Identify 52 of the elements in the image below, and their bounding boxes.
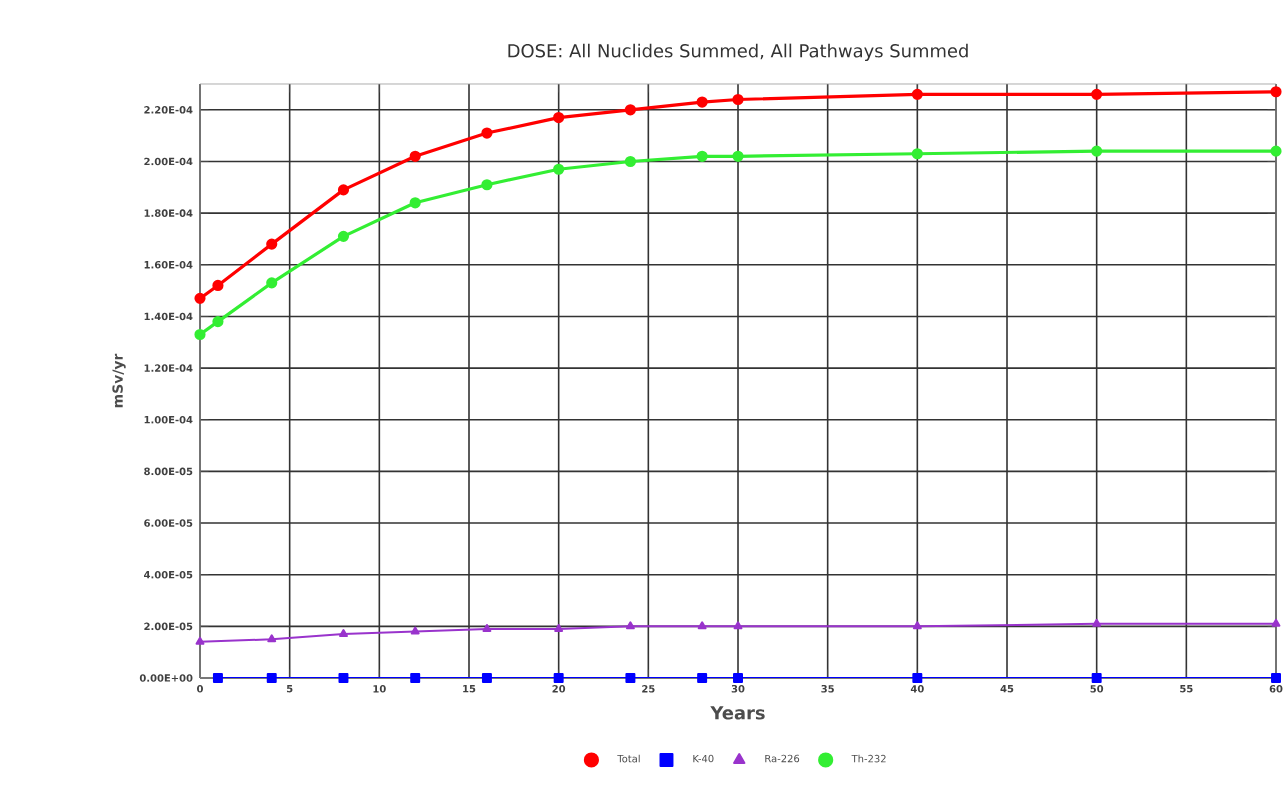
point: [733, 621, 743, 630]
point: [1270, 145, 1282, 157]
point: [911, 148, 923, 160]
point: [912, 621, 922, 630]
point: [194, 292, 206, 304]
point: [911, 88, 923, 100]
point: [553, 111, 565, 124]
point: [912, 673, 923, 683]
point: [267, 634, 277, 643]
point: [338, 673, 349, 683]
point: [482, 623, 492, 632]
point: [266, 673, 277, 683]
point: [696, 96, 708, 108]
point: [1091, 88, 1103, 100]
point: [733, 673, 743, 683]
point: [625, 621, 635, 630]
point: [266, 277, 278, 289]
point: [337, 230, 350, 242]
point: [1091, 673, 1102, 683]
point: [1270, 86, 1282, 98]
point: [1091, 145, 1103, 157]
point: [481, 127, 493, 139]
point: [624, 104, 636, 116]
point: [625, 673, 636, 683]
point: [410, 626, 420, 635]
point: [697, 673, 708, 683]
point: [1271, 618, 1281, 627]
chart-title: DOSE: All Nuclides Summed, All Pathways Summed: [508, 43, 968, 61]
point: [481, 673, 492, 683]
point: [409, 150, 421, 162]
point: [212, 279, 224, 292]
point: [1092, 618, 1102, 627]
x-axis-title: Years: [710, 706, 765, 720]
point: [553, 673, 564, 683]
point: [409, 197, 421, 209]
point: [337, 184, 350, 196]
point: [339, 629, 348, 638]
point: [696, 150, 708, 162]
point: [732, 150, 744, 162]
point: [732, 93, 744, 106]
point: [194, 328, 206, 341]
point: [212, 673, 223, 683]
point: [553, 163, 565, 175]
point: [624, 155, 636, 168]
point: [266, 238, 278, 250]
point: [212, 316, 224, 328]
point: [697, 621, 707, 630]
point: [554, 623, 564, 632]
point: [481, 179, 493, 191]
point: [410, 673, 421, 683]
point: [1271, 673, 1281, 683]
point: [195, 636, 205, 645]
